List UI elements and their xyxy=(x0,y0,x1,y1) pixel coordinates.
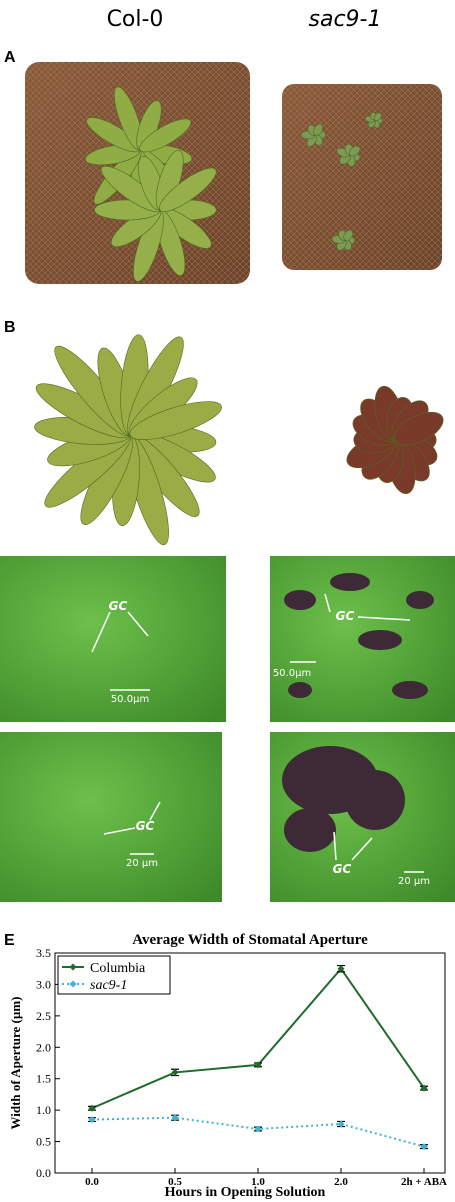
column-header: Col-0 xyxy=(107,7,164,32)
micrograph xyxy=(0,556,226,722)
x-tick-label: 1.0 xyxy=(251,1176,265,1188)
panel-label: B xyxy=(4,319,16,336)
legend-label: sac9-1 xyxy=(90,978,127,993)
legend-marker xyxy=(69,963,77,971)
y-tick-label: 2.5 xyxy=(36,1009,51,1023)
point xyxy=(254,1125,262,1133)
leaf xyxy=(129,401,222,440)
leaf xyxy=(343,229,354,241)
point xyxy=(88,1116,96,1124)
x-tick-label: 2.0 xyxy=(334,1176,348,1188)
scale-bar-label: 20 µm xyxy=(126,858,158,869)
scale-bar-label: 50.0µm xyxy=(273,668,311,679)
pot-mesh xyxy=(282,84,442,270)
scale-bar-label: 50.0µm xyxy=(111,694,149,705)
point xyxy=(420,1084,428,1092)
gc-label: GC xyxy=(333,862,352,876)
point xyxy=(337,965,345,973)
point xyxy=(254,1061,262,1069)
gc-label: GC xyxy=(109,599,128,613)
x-tick-label: 2h + ABA xyxy=(401,1176,447,1188)
leaf xyxy=(373,112,382,121)
x-tick-label: 0.0 xyxy=(85,1176,99,1188)
leaf xyxy=(349,145,361,157)
y-tick-label: 3.0 xyxy=(36,977,51,991)
micrograph xyxy=(0,732,222,902)
x-axis-label: Hours in Opening Solution xyxy=(165,1185,326,1200)
y-tick-label: 0.5 xyxy=(36,1135,51,1149)
y-tick-label: 1.0 xyxy=(36,1103,51,1117)
leaf xyxy=(139,118,192,153)
leaf xyxy=(159,167,217,212)
legend-box xyxy=(57,955,171,995)
y-tick-label: 2.0 xyxy=(36,1040,51,1054)
y-tick-label: 0.0 xyxy=(36,1166,51,1180)
leaf xyxy=(394,411,444,446)
column-header: sac9-1 xyxy=(309,7,382,32)
arrows xyxy=(91,593,424,873)
point xyxy=(88,1104,96,1112)
anthocyanin-patches xyxy=(282,573,434,852)
point xyxy=(171,1068,179,1076)
legend-label: Columbia xyxy=(90,961,146,976)
gc-label: GC xyxy=(336,609,355,623)
plot-frame xyxy=(54,952,446,1174)
panel-label: E xyxy=(4,932,15,949)
gc-label: GC xyxy=(136,819,155,833)
leaf xyxy=(313,123,323,136)
point xyxy=(420,1143,428,1151)
point xyxy=(171,1114,179,1122)
y-tick-label: 1.5 xyxy=(36,1072,51,1086)
y-tick-label: 3.5 xyxy=(36,946,51,960)
scale-bar-label: 20 µm xyxy=(398,876,430,887)
y-axis-label: Width of Aperture (µm) xyxy=(8,996,23,1129)
panel-label: A xyxy=(4,49,16,66)
chart-title: Average Width of Stomatal Aperture xyxy=(132,932,368,948)
point xyxy=(337,1120,345,1128)
legend-marker xyxy=(69,980,77,988)
x-tick-label: 0.5 xyxy=(168,1176,182,1188)
